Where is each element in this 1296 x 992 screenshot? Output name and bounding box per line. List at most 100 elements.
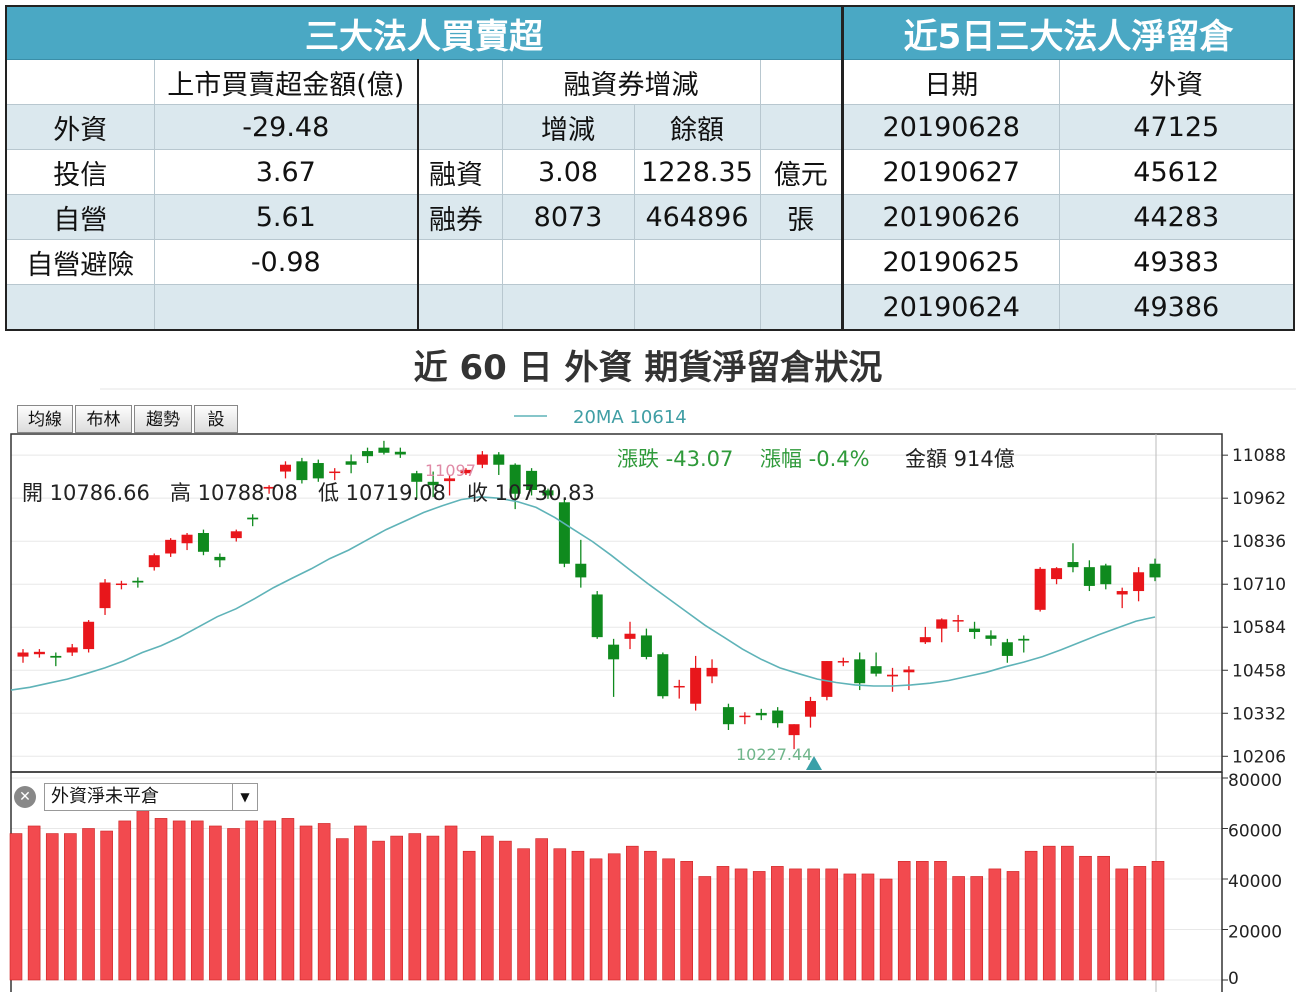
candle [493, 452, 505, 475]
row-name: 外資 [5, 104, 155, 150]
chart-title: 近 60 日 外資 期貨淨留倉狀況 [413, 348, 883, 388]
candle-body [1100, 565, 1112, 585]
candle-body [1051, 568, 1063, 580]
margin-name: 融券 [417, 194, 503, 240]
volume-bar [934, 861, 947, 981]
row-amount: -29.48 [153, 104, 419, 150]
volume-bar [82, 828, 95, 981]
volume-bar [1061, 845, 1074, 981]
info-high: 高 10788.08 [170, 481, 298, 505]
close-icon[interactable]: ✕ [14, 786, 36, 808]
candle [394, 447, 406, 458]
candle [575, 539, 587, 588]
col-foreign-header: 外資 [1058, 59, 1295, 105]
candle [887, 667, 899, 692]
volume-bar [716, 866, 730, 981]
candle [1034, 567, 1046, 612]
row-amount: 3.67 [153, 149, 419, 195]
candle-body [83, 621, 95, 650]
candle-body [33, 651, 45, 655]
candle-body [411, 473, 423, 482]
volume-bar [190, 820, 204, 981]
row-date: 20190624 [842, 284, 1060, 331]
candle-body [657, 654, 669, 697]
volume-bar [535, 838, 548, 981]
info-pct: 漲幅 -0.4% [760, 447, 870, 471]
candle-body [263, 486, 275, 489]
candle [526, 468, 538, 496]
info-open: 開 10786.66 [22, 481, 150, 505]
candle-body [99, 582, 111, 609]
volume-bar [1006, 871, 1020, 981]
margin-unit: 張 [759, 194, 843, 240]
volume-bar [662, 858, 675, 981]
ma20-line [10, 495, 1156, 691]
candle-body [526, 470, 538, 490]
candle-body [444, 478, 456, 482]
candle [83, 620, 95, 653]
volume-bar [843, 873, 857, 981]
candle [1067, 543, 1079, 573]
row-value: 49383 [1058, 239, 1295, 285]
candle [1051, 567, 1063, 585]
candle-body [132, 580, 144, 583]
min-price-label: 10227.44 [736, 745, 812, 764]
candle [542, 488, 554, 499]
candle [788, 724, 800, 750]
candle-body [591, 594, 603, 638]
candle [312, 459, 324, 482]
candle-body [1116, 591, 1128, 595]
bollinger-button[interactable]: 布林 [75, 405, 132, 433]
candle-body [509, 464, 521, 494]
candle [837, 657, 849, 667]
volume-bar [1133, 866, 1147, 981]
candle-body [1133, 572, 1145, 592]
volume-bar [154, 818, 168, 981]
row-date: 20190625 [842, 239, 1060, 285]
settings-button[interactable]: 設 [194, 405, 238, 433]
candle-body [17, 652, 29, 657]
candle-body [50, 655, 62, 658]
candle-body [903, 669, 915, 673]
volume-bar [426, 835, 440, 981]
price-tick-label: 10836 [1232, 532, 1286, 552]
price-tick-label: 10332 [1232, 704, 1286, 724]
candle [1001, 638, 1013, 663]
volume-bar [607, 853, 621, 981]
ma-button[interactable]: 均線 [17, 405, 73, 433]
institutional-trading-table: 三大法人買賣超 上市買賣超金額(億) 融資券增減 外資 -29.48 增減 餘額… [5, 5, 843, 331]
row-value: 47125 [1058, 104, 1295, 150]
candle [476, 451, 488, 469]
trend-button[interactable]: 趨勢 [134, 405, 192, 433]
volume-bar [9, 833, 23, 981]
volume-bar [1097, 855, 1110, 981]
indicator-select[interactable]: 外資淨未平倉 ▼ [44, 783, 258, 811]
volume-bar [136, 810, 150, 981]
candle [1018, 635, 1030, 653]
candle [690, 655, 702, 711]
candle-body [673, 685, 685, 688]
volume-bar [771, 866, 784, 981]
min-marker-icon [806, 756, 822, 770]
right-table-title: 近5日三大法人淨留倉 [842, 5, 1295, 60]
candle [903, 666, 915, 691]
volume-bar [354, 825, 367, 981]
chevron-down-icon[interactable]: ▼ [232, 784, 257, 810]
candle [969, 621, 981, 639]
candle [345, 454, 357, 474]
volume-bar [916, 861, 929, 981]
volume-bar [1042, 845, 1056, 981]
candle-body [575, 563, 587, 578]
candle-body [296, 461, 308, 481]
candle [608, 638, 620, 697]
volume-tick-label: 40000 [1228, 872, 1282, 892]
volume-bar [100, 830, 113, 981]
volume-bar [752, 871, 766, 981]
candle [739, 712, 751, 725]
candle [197, 529, 209, 556]
price-tick-label: 10206 [1232, 747, 1286, 767]
info-close: 收 10730.83 [467, 481, 595, 505]
candle [936, 618, 948, 643]
volume-bar [281, 818, 295, 981]
candle-body [722, 707, 734, 725]
